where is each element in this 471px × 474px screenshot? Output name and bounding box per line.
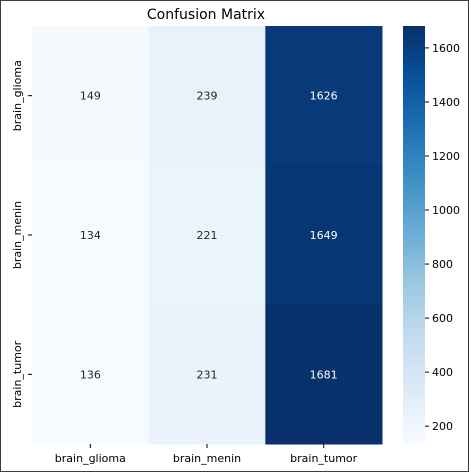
heatmap-cell	[148, 165, 266, 306]
colorbar-tick-label: 200	[432, 420, 453, 433]
cell-value-label: 136	[80, 368, 101, 381]
x-tick-label: brain_menin	[173, 452, 241, 465]
y-tick-label: brain_glioma	[11, 60, 24, 131]
heatmap-cell	[265, 165, 383, 306]
x-tick-label: brain_glioma	[55, 452, 126, 465]
chart-title: Confusion Matrix	[147, 7, 265, 23]
cell-value-label: 239	[197, 90, 218, 103]
colorbar: 200 400 600 800 1000 1200 1400 1600	[403, 26, 460, 444]
cell-value-label: 1681	[310, 368, 338, 381]
heatmap-cell	[32, 165, 150, 306]
colorbar-tick-label: 1400	[432, 96, 460, 109]
colorbar-tick-label: 800	[432, 258, 453, 271]
y-tick-label: brain_menin	[11, 201, 24, 269]
cell-value-label: 134	[80, 229, 101, 242]
cell-value-label: 1649	[310, 229, 338, 242]
cell-value-label: 149	[80, 90, 101, 103]
cell-value-label: 221	[197, 229, 218, 242]
y-axis: brain_glioma brain_menin brain_tumor	[11, 60, 32, 408]
colorbar-gradient	[403, 26, 425, 444]
colorbar-tick-label: 1200	[432, 150, 460, 163]
x-tick-label: brain_tumor	[290, 452, 358, 465]
colorbar-tick-label: 1600	[432, 42, 460, 55]
cell-value-label: 231	[197, 368, 218, 381]
heatmap-cell	[265, 26, 383, 166]
heatmap-cell	[265, 304, 383, 445]
heatmap-cell	[32, 304, 150, 445]
heatmap-cells: 149 239 1626 134 221 1649 136 231 1681	[32, 26, 383, 445]
colorbar-tick-label: 1000	[432, 204, 460, 217]
cell-value-label: 1626	[310, 90, 338, 103]
heatmap-cell	[148, 26, 266, 166]
colorbar-tick-label: 600	[432, 312, 453, 325]
colorbar-tick-label: 400	[432, 366, 453, 379]
heatmap-cell	[32, 26, 150, 166]
x-axis: brain_glioma brain_menin brain_tumor	[55, 444, 358, 465]
y-tick-label: brain_tumor	[11, 340, 24, 408]
heatmap-cell	[148, 304, 266, 445]
